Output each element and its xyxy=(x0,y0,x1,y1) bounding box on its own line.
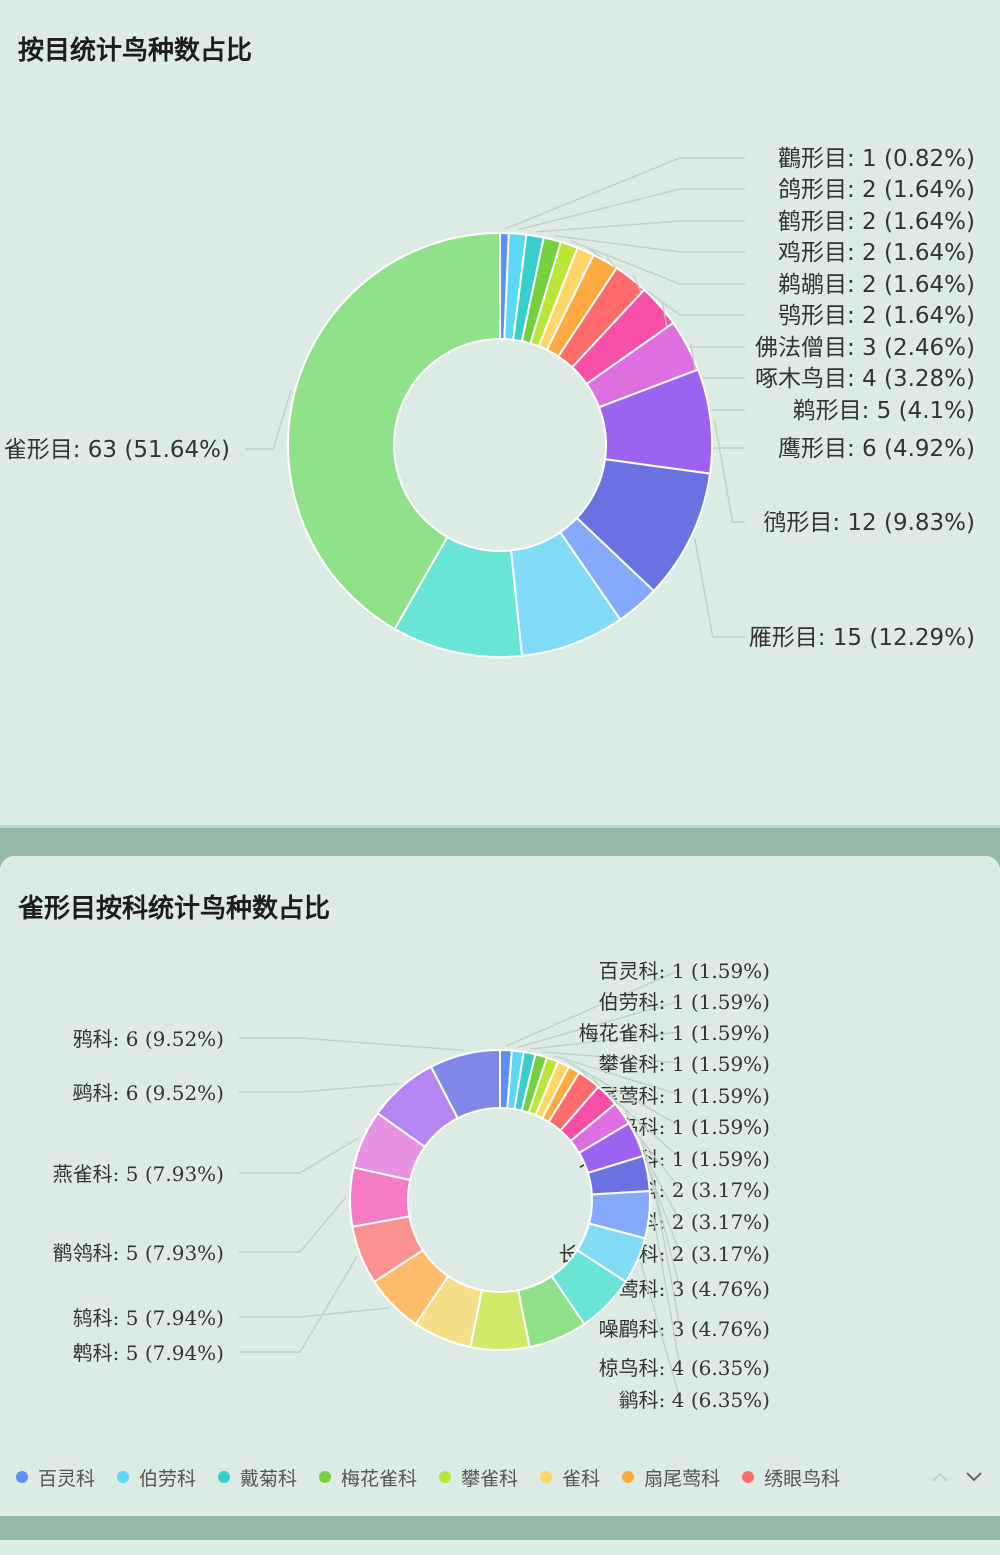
legend-label: 梅花雀科 xyxy=(341,1467,418,1490)
legend-dot-icon xyxy=(16,1471,28,1483)
slice-label: 鹈鹕目: 2 (1.64%) xyxy=(778,272,975,298)
slice-label: 鹎科: 5 (7.94%) xyxy=(73,1341,224,1365)
label-leader-line xyxy=(640,1137,681,1289)
slice-label: 椋鸟科: 4 (6.35%) xyxy=(599,1356,770,1380)
label-leader-line xyxy=(239,1256,358,1353)
slice-label: 鹈形目: 5 (4.1%) xyxy=(793,398,975,424)
slice-label: 鸦科: 6 (9.52%) xyxy=(73,1027,224,1051)
chevron-up-icon[interactable] xyxy=(928,1462,952,1492)
label-leader-line xyxy=(570,240,745,285)
slice-label: 鹟科: 4 (6.35%) xyxy=(619,1388,770,1412)
chart-card-orders: 按目统计鸟种数占比 xyxy=(0,0,1000,828)
legend-label: 扇尾莺科 xyxy=(644,1467,721,1490)
legend-dot-icon xyxy=(117,1471,130,1483)
label-leader-line xyxy=(650,1172,681,1329)
legend-label: 百灵科 xyxy=(38,1467,96,1490)
slice-label: 鹤形目: 2 (1.64%) xyxy=(778,209,975,235)
label-leader-line xyxy=(694,538,745,638)
slice-label: 鹀科: 6 (9.52%) xyxy=(73,1081,224,1105)
label-leader-line xyxy=(553,235,745,253)
legend-label: 雀科 xyxy=(562,1467,601,1490)
legend-dot-icon xyxy=(540,1471,553,1483)
legend-pager xyxy=(928,1462,992,1492)
donut-chart-orders: 鸛形目: 1 (0.82%) 鸽形目: 2 (1.64%) 鹤形目: 2 (1.64… xyxy=(4,146,975,658)
slice-label: 百灵科: 1 (1.59%) xyxy=(599,959,770,983)
label-leader-line xyxy=(542,1051,681,1064)
chart-legend: 百灵科 伯劳科 戴菊科 梅花雀科 攀雀科 雀科 扇尾莺科 绣眼鸟科 xyxy=(16,1462,916,1492)
next-card-edge xyxy=(0,1540,1000,1555)
label-leader-line xyxy=(553,1055,681,1096)
label-leader-line xyxy=(245,389,292,450)
label-leader-line xyxy=(530,1031,681,1050)
label-leader-line xyxy=(652,1215,681,1368)
legend-item[interactable]: 戴菊科 xyxy=(218,1464,297,1491)
label-leader-line xyxy=(640,1262,681,1400)
legend-item[interactable]: 百灵科 xyxy=(16,1464,95,1491)
slice-label: 燕雀科: 5 (7.93%) xyxy=(53,1162,224,1186)
slice-label: 鹡鸰科: 5 (7.93%) xyxy=(53,1241,224,1265)
legend-dot-icon xyxy=(218,1471,231,1483)
legend-item[interactable]: 雀科 xyxy=(540,1464,600,1491)
slice-label: 雀形目: 63 (51.64%) xyxy=(4,437,230,463)
slice-label: 鹰形目: 6 (4.92%) xyxy=(778,436,975,462)
pie-slice[interactable] xyxy=(429,1048,501,1120)
legend-label: 戴菊科 xyxy=(240,1467,298,1490)
legend-dot-icon xyxy=(742,1471,755,1483)
slice-label: 伯劳科: 1 (1.59%) xyxy=(599,990,770,1014)
label-leader-line xyxy=(505,969,681,1047)
legend-item[interactable]: 伯劳科 xyxy=(117,1464,196,1491)
slice-label: 梅花雀科: 1 (1.59%) xyxy=(579,1021,770,1045)
chevron-down-icon[interactable] xyxy=(962,1462,986,1492)
legend-item[interactable]: 绣眼鸟科 xyxy=(742,1464,840,1491)
slice-label: 鸛形目: 1 (0.82%) xyxy=(778,146,975,172)
donut-chart-families: 百灵科: 1 (1.59%) 伯劳科: 1 (1.59%) 梅花雀科: 1 (1.5… xyxy=(53,959,770,1412)
pie-slice[interactable] xyxy=(287,231,501,631)
chart-title-orders: 按目统计鸟种数占比 xyxy=(18,36,253,66)
slice-label: 鸡形目: 2 (1.64%) xyxy=(778,240,975,266)
legend-dot-icon xyxy=(319,1471,332,1483)
label-leader-line xyxy=(518,1000,681,1048)
legend-item[interactable]: 攀雀科 xyxy=(439,1464,518,1491)
legend-label: 绣眼鸟科 xyxy=(764,1467,841,1490)
label-leader-line xyxy=(239,1037,464,1052)
label-leader-line xyxy=(713,420,745,523)
label-leader-line xyxy=(239,1136,360,1174)
chart-title-families: 雀形目按科统计鸟种数占比 xyxy=(18,894,331,924)
slice-label: 鸫科: 5 (7.94%) xyxy=(73,1306,224,1330)
label-leader-line xyxy=(535,220,745,233)
legend-label: 攀雀科 xyxy=(461,1467,519,1490)
label-leader-line xyxy=(517,188,745,231)
legend-dot-icon xyxy=(622,1471,635,1483)
slice-label: 鸽形目: 2 (1.64%) xyxy=(778,177,975,203)
legend-item[interactable]: 梅花雀科 xyxy=(319,1464,417,1491)
slice-label: 鸮形目: 2 (1.64%) xyxy=(778,303,975,329)
label-leader-line xyxy=(239,1196,347,1253)
legend-label: 伯劳科 xyxy=(139,1467,197,1490)
slice-label: 攀雀科: 1 (1.59%) xyxy=(599,1052,770,1076)
slice-label: 啄木鸟目: 4 (3.28%) xyxy=(755,366,975,392)
label-leader-line xyxy=(504,157,745,230)
slice-label: 鸻形目: 12 (9.83%) xyxy=(763,510,975,536)
slice-label: 雁形目: 15 (12.29%) xyxy=(749,625,975,651)
label-leader-line xyxy=(239,1083,399,1093)
legend-item[interactable]: 扇尾莺科 xyxy=(622,1464,720,1491)
slice-label: 佛法僧目: 3 (2.46%) xyxy=(755,335,975,361)
legend-dot-icon xyxy=(439,1471,452,1483)
label-leader-line xyxy=(239,1307,391,1318)
chart-card-families: 雀形目按科统计鸟种数占比 xyxy=(0,856,1000,1516)
label-leader-line xyxy=(564,1059,681,1127)
slice-label: 噪鹛科: 3 (4.76%) xyxy=(599,1317,770,1341)
